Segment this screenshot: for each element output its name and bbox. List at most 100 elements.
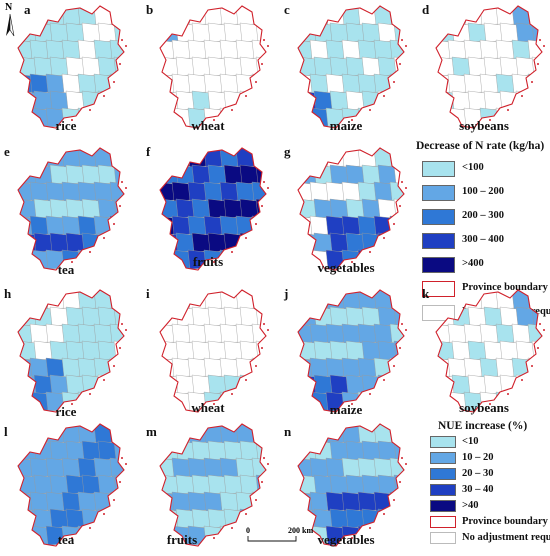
district-polygons <box>160 290 266 412</box>
legend-none-label: No adjustment required <box>462 532 550 543</box>
legend-swatch-province <box>430 516 456 528</box>
island <box>369 109 371 111</box>
panel-label-h: h <box>4 286 12 301</box>
district-polygon <box>393 374 404 395</box>
district-polygons <box>160 6 266 128</box>
map-panel-a: N a rice <box>0 0 132 138</box>
district-polygon <box>251 6 266 26</box>
district-polygon <box>251 148 266 168</box>
island <box>393 81 395 83</box>
district-polygon <box>255 232 266 253</box>
island <box>267 45 269 47</box>
legend-swatch <box>422 233 455 249</box>
district-polygon <box>109 290 124 310</box>
district-polygons <box>18 6 124 128</box>
district-polygon <box>109 6 124 26</box>
district-polygon <box>298 148 314 168</box>
district-polygon <box>527 357 542 378</box>
district-polygon <box>393 440 404 461</box>
panel-label-c: c <box>284 2 290 17</box>
district-polygon <box>393 508 404 529</box>
island <box>267 463 269 465</box>
map-d <box>435 5 545 129</box>
district-polygons <box>18 148 124 270</box>
legend-swatch <box>422 161 455 177</box>
crop-label-b: wheat <box>191 118 225 133</box>
legend-nue-item-3: 20 – 30 <box>416 466 550 482</box>
island <box>393 365 395 367</box>
island <box>405 463 407 465</box>
island <box>261 481 263 483</box>
island <box>399 347 401 349</box>
district-polygon <box>377 374 398 395</box>
panel-label-n: n <box>284 424 292 439</box>
legend-n-rate-item-5: >400 <box>416 254 550 278</box>
district-polygon <box>171 424 192 444</box>
crop-label-m: fruits <box>166 532 198 547</box>
district-polygon <box>309 6 330 26</box>
island <box>255 223 257 225</box>
province-boundary <box>17 5 125 129</box>
island <box>245 379 247 381</box>
island <box>121 457 123 459</box>
legend-swatch <box>422 185 455 201</box>
legend-class-label: 10 – 20 <box>462 452 494 463</box>
island <box>213 537 215 539</box>
district-polygon <box>239 90 260 111</box>
map-m <box>159 423 269 547</box>
island <box>213 119 215 121</box>
district-polygon <box>531 374 542 395</box>
district-polygon <box>298 424 314 444</box>
district-polygon <box>447 290 468 310</box>
district-polygon <box>393 22 404 43</box>
island <box>255 499 257 501</box>
panel-label-g: g <box>284 144 291 159</box>
island <box>125 45 127 47</box>
district-polygon <box>255 164 266 185</box>
island <box>263 181 265 183</box>
map-panel-l: l tea <box>0 418 132 556</box>
panel-label-m: m <box>146 424 157 439</box>
island <box>119 347 121 349</box>
map-panel-c: c maize <box>280 0 412 138</box>
island <box>399 205 401 207</box>
island <box>89 393 91 395</box>
island <box>245 513 247 515</box>
island <box>351 119 353 121</box>
panel-label-j: j <box>284 286 289 301</box>
district-polygon <box>18 290 34 310</box>
island <box>89 109 91 111</box>
island <box>125 187 127 189</box>
island <box>119 481 121 483</box>
island <box>489 403 491 405</box>
province-boundary <box>297 289 405 413</box>
island <box>401 39 403 41</box>
district-polygon <box>239 374 260 395</box>
island <box>405 329 407 331</box>
province-boundary <box>17 147 125 271</box>
district-polygon <box>109 73 124 94</box>
map-panel-j: j maize <box>280 284 412 422</box>
district-polygon <box>18 424 34 444</box>
district-polygon <box>29 290 50 310</box>
district-polygon <box>377 90 398 111</box>
district-polygon <box>160 22 180 43</box>
island <box>71 403 73 405</box>
map-l <box>17 423 127 547</box>
district-polygon <box>171 6 192 26</box>
panel-label-i: i <box>146 286 150 301</box>
legend-nue-item-2: 10 – 20 <box>416 450 550 466</box>
legend-nue: NUE increase (%) <10 10 – 20 20 – 30 30 … <box>416 420 550 546</box>
district-polygon <box>298 6 314 26</box>
island <box>263 457 265 459</box>
district-polygon <box>531 306 542 327</box>
district-polygon <box>171 148 192 168</box>
district-polygon <box>436 306 456 327</box>
island <box>121 323 123 325</box>
scale-bar-start: 0 <box>246 526 250 535</box>
legend-class-label: 200 – 300 <box>462 210 504 221</box>
island <box>507 109 509 111</box>
district-polygons <box>298 290 404 412</box>
district-polygon <box>160 440 180 461</box>
province-boundary <box>159 423 267 547</box>
